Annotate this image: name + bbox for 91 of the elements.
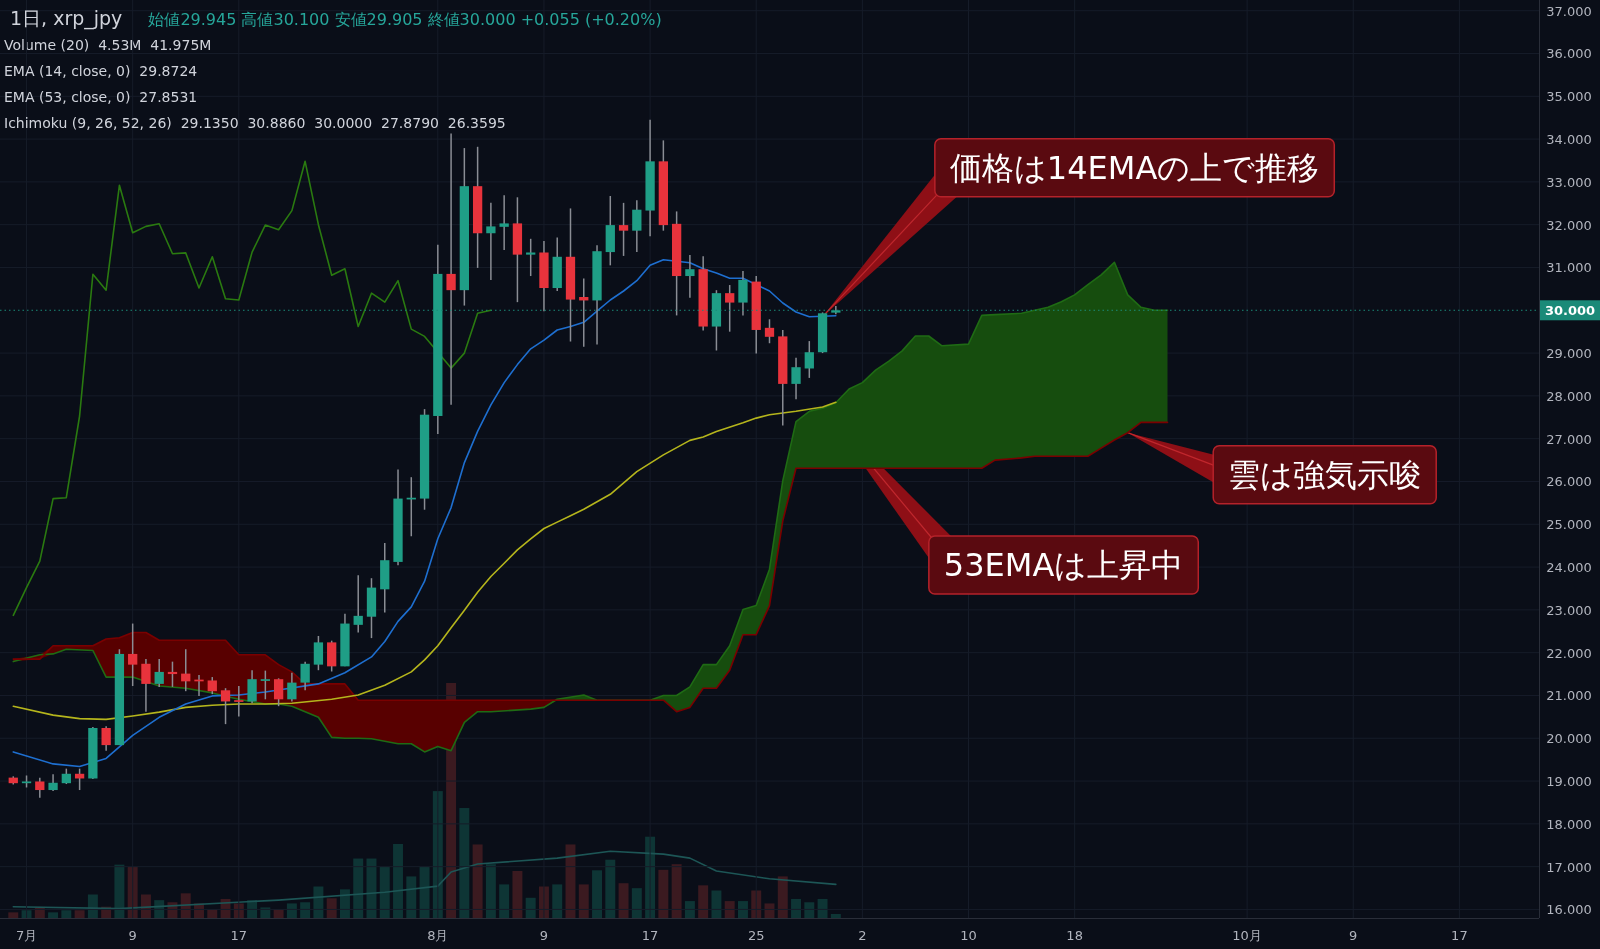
bar [631,888,642,918]
bar [525,897,536,918]
y-tick-label: 23.000 [1546,602,1592,618]
bar [61,910,72,918]
annotation: 雲は強気示唆 [1228,455,1422,494]
x-tick-label: 9 [128,928,137,943]
bar [406,876,417,918]
bar [711,890,722,918]
bar [459,808,470,918]
annotation: Ichimoku (9, 26, 52, 26) 29.1350 30.8860 30.0000 27.8790 26.3595 [4,115,506,131]
bar [777,876,788,918]
y-tick-label: 22.000 [1546,645,1592,661]
y-tick-label: 36.000 [1546,46,1592,62]
bar [791,898,802,918]
bar [684,901,695,918]
y-tick-label: 33.000 [1546,174,1592,190]
y-tick-label: 16.000 [1546,902,1592,918]
bar [339,889,350,918]
bar [499,884,510,918]
line-series [12,401,837,721]
bar [804,902,815,918]
x-tick-label: 17 [1451,928,1468,943]
y-tick-label: 35.000 [1546,89,1592,105]
annotation: 価格は14EMAの上で推移 [949,148,1320,187]
annotation: 53EMAは上昇中 [943,546,1184,584]
x-tick-label: 18 [1066,928,1083,943]
bar [273,909,284,918]
y-tick-label: 17.000 [1546,859,1592,875]
y-tick-label: 31.000 [1546,260,1592,276]
bar [698,885,709,918]
y-tick-label: 34.000 [1546,132,1592,148]
bar [671,864,682,918]
bar [658,869,669,918]
x-tick-label: 10 [960,928,977,943]
bar [8,912,19,918]
bar [817,898,828,918]
y-tick-label: 28.000 [1546,388,1592,404]
y-tick-label: 18.000 [1546,816,1592,832]
bar [260,907,271,918]
y-tick-label: 20.000 [1546,731,1592,747]
annotation: EMA (53, close, 0) 27.8531 [4,89,198,105]
bar [207,909,218,918]
bar [300,902,311,918]
x-tick-label: 9 [1349,928,1358,943]
bar [485,864,496,918]
bar [605,859,616,918]
y-tick-label: 26.000 [1546,474,1592,490]
x-tick-label: 8月 [427,928,449,943]
annotation: EMA (14, close, 0) 29.8724 [4,63,198,79]
bar [552,884,563,918]
bar [512,871,523,918]
bar [830,914,841,918]
text: 始値29.945 高値30.100 安値29.905 終値30.000 +0.055 (+0.20%) [148,10,662,29]
bar [48,912,59,918]
annotation: Volume (20) 4.53M 41.975M [4,37,212,53]
x-tick-label: 2 [858,928,867,943]
y-tick-label: 24.000 [1546,560,1592,576]
bar [472,844,483,918]
bar [578,884,589,918]
bar [592,870,602,918]
x-tick-label: 9 [539,928,549,943]
bar [353,858,364,918]
line-series [12,259,837,768]
bar [724,901,735,918]
bar [737,901,748,918]
ref-line-label: 30.000 [1544,303,1596,319]
x-tick-label: 17 [230,928,248,943]
bar [286,903,297,918]
chart-title: 1日, xrp_jpy [10,7,123,30]
y-tick-label: 27.000 [1546,431,1592,447]
x-tick-label: 25 [747,928,765,943]
y-tick-label: 29.000 [1546,346,1592,362]
y-tick-label: 32.000 [1546,217,1592,233]
y-tick-label: 25.000 [1546,517,1592,533]
y-tick-label: 21.000 [1546,688,1592,704]
bar [393,843,403,918]
x-tick-label: 17 [641,928,659,943]
y-tick-label: 37.000 [1546,3,1592,19]
callout: 雲は強気示唆 [1127,432,1437,505]
x-tick-label: 7月 [15,928,38,943]
bar [618,883,629,918]
x-tick-label: 10月 [1232,928,1262,943]
bar [379,867,390,918]
y-tick-label: 19.000 [1546,774,1592,790]
bar [419,867,430,918]
bar [313,886,324,918]
bar [74,910,85,918]
bar [326,898,337,918]
line-series [12,160,492,617]
bar [21,910,32,918]
bar [114,864,125,918]
